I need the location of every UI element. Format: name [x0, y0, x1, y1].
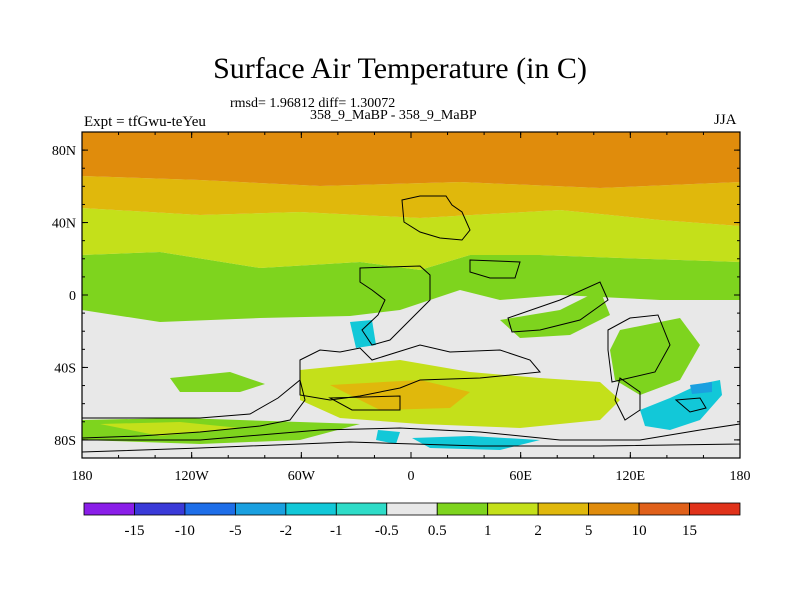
longitude-axis: 180 120W 60W 0 60E 120E 180: [72, 132, 751, 484]
colorbar-label: -15: [124, 523, 144, 539]
warm-blob-east: [610, 318, 700, 395]
colorbar-swatch: [487, 502, 539, 516]
continent-outline-northeast: [469, 259, 521, 279]
warm-blob-africa: [500, 290, 610, 338]
colorbar-swatch: [638, 502, 690, 516]
lon-label: 120E: [616, 469, 646, 484]
colorbar-label: -2: [280, 523, 293, 539]
colorbar-swatch: [588, 502, 640, 516]
continent-outline-central: [359, 265, 431, 346]
lon-label: 180: [72, 469, 93, 484]
colorbar-label: -0.5: [375, 523, 399, 539]
colorbar-swatch: [537, 502, 590, 516]
map-subtitle: 358_9_MaBP - 358_9_MaBP: [310, 108, 477, 123]
latitude-axis: 80N 40N 0 40S 80S: [52, 131, 740, 459]
season-label: JJA: [714, 112, 737, 128]
lat-label: 80N: [52, 144, 76, 159]
warm-band-2: [82, 208, 740, 270]
temperature-field: [82, 132, 740, 458]
lon-label: 180: [730, 469, 751, 484]
colorbar: -15 -10 -5 -2 -1 -0.5 0.5 1 2 5 10 15: [83, 502, 741, 539]
colorbar-label: -5: [229, 523, 242, 539]
map-title: Surface Air Temperature (in C): [213, 52, 587, 85]
colorbar-label: 5: [585, 523, 593, 539]
experiment-label: Expt = tfGwu-teYeu: [84, 114, 206, 130]
colorbar-swatch: [134, 502, 186, 516]
colorbar-label: 10: [632, 523, 647, 539]
colorbar-swatch: [335, 502, 388, 516]
lon-label: 120W: [175, 469, 210, 484]
cool-blob-4: [376, 430, 400, 444]
warm-band-5: [82, 176, 740, 226]
colorbar-swatch: [83, 502, 135, 516]
lon-label: 60E: [509, 469, 532, 484]
colorbar-label: -10: [175, 523, 195, 539]
continent-outline-island-2: [674, 397, 707, 413]
warm-band-1: [82, 252, 740, 322]
cool-blob-3: [690, 382, 712, 394]
lat-label: 40S: [54, 361, 76, 376]
lon-label: 60W: [288, 469, 316, 484]
continent-outline-north: [401, 195, 471, 241]
colorbar-swatch: [436, 502, 489, 516]
cool-blob-5: [412, 436, 540, 450]
warm-blob-west: [170, 372, 265, 392]
lat-label: 0: [69, 289, 76, 304]
continent-outline-africa: [507, 281, 609, 333]
colorbar-swatch: [386, 502, 438, 516]
colorbar-swatch: [234, 502, 287, 516]
continent-outline-west-coast: [81, 379, 306, 439]
continent-outline-antarctic: [81, 423, 741, 453]
colorbar-label: 0.5: [428, 523, 447, 539]
stats-text: rmsd= 1.96812 diff= 1.30072: [230, 96, 396, 111]
continent-outline-east: [607, 314, 671, 383]
colorbar-swatch: [689, 502, 741, 516]
colorbar-swatch: [285, 502, 337, 516]
colorbar-swatch: [184, 502, 236, 516]
continent-outline-south-2: [328, 395, 401, 411]
warm-blob-south-5: [330, 380, 470, 410]
continent-outline-island: [614, 377, 641, 421]
colorbar-label: 15: [682, 523, 697, 539]
colorbar-label: -1: [330, 523, 343, 539]
colorbar-label: 1: [484, 523, 492, 539]
colorbar-label: 2: [534, 523, 542, 539]
continent-outlines: [81, 195, 741, 453]
warm-band-10: [82, 132, 740, 188]
lat-label: 40N: [52, 217, 76, 232]
lat-label: 80S: [54, 434, 76, 449]
warm-strip-south-2: [100, 422, 240, 436]
lon-label: 0: [408, 469, 415, 484]
